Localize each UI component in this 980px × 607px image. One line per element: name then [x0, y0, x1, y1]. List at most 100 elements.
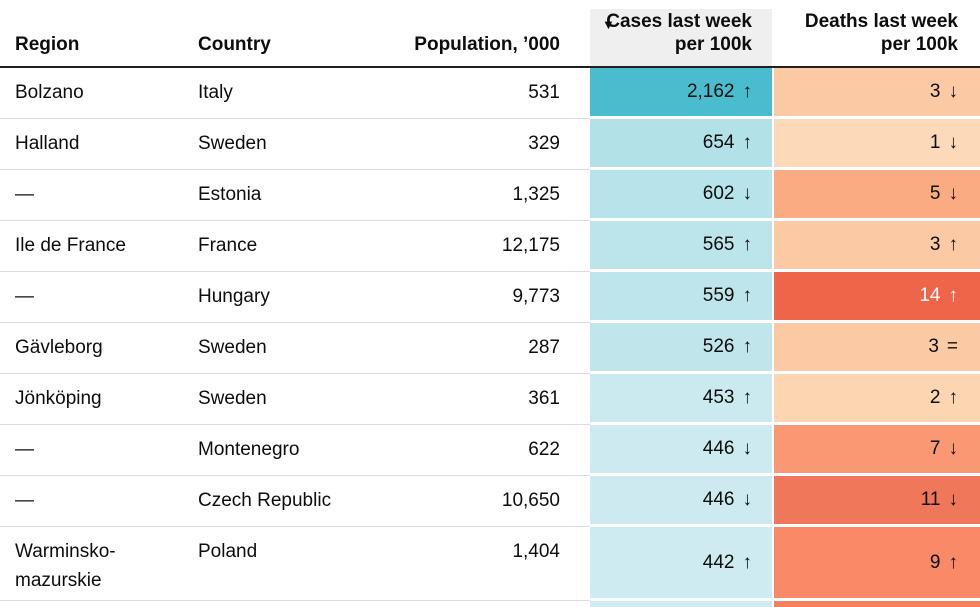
column-header-population-label: Population, ’000	[414, 34, 560, 56]
cases-cell: 2,162 ↑	[590, 68, 772, 119]
deaths-cell: 2 ↑	[772, 374, 980, 425]
region-cell: —	[0, 425, 198, 476]
column-header-deaths[interactable]: Deaths last week per 100k	[772, 0, 980, 66]
cases-value: 2,162	[686, 81, 735, 103]
population-cell: 1,404	[409, 527, 590, 601]
partial-cases-cell	[590, 601, 772, 607]
partial-country-cell	[198, 601, 409, 607]
region-cell: Halland	[0, 119, 198, 170]
cases-cell: 446 ↓	[590, 476, 772, 527]
cases-cell: 446 ↓	[590, 425, 772, 476]
partial-next-row	[0, 601, 980, 607]
deaths-value: 5	[929, 183, 941, 205]
deaths-cell: 3 =	[772, 323, 980, 374]
column-header-region-label: Region	[15, 34, 80, 56]
trend-up-icon: ↑	[742, 551, 753, 573]
country-cell: Italy	[198, 68, 409, 119]
cases-value: 565	[702, 234, 735, 256]
deaths-value: 7	[929, 438, 941, 460]
deaths-cell: 3 ↓	[772, 68, 980, 119]
column-header-country[interactable]: Country	[198, 0, 409, 66]
trend-down-icon: ↓	[742, 489, 753, 511]
country-cell: Sweden	[198, 323, 409, 374]
population-cell: 329	[409, 119, 590, 170]
trend-equal-icon: =	[946, 336, 958, 358]
region-cell: —	[0, 170, 198, 221]
trend-up-icon: ↑	[742, 285, 753, 307]
deaths-value: 14	[919, 285, 941, 307]
table-row: Halland Sweden 329 654 ↑ 1 ↓	[0, 119, 980, 170]
population-cell: 10,650	[409, 476, 590, 527]
column-header-population[interactable]: Population, ’000	[409, 0, 590, 66]
trend-up-icon: ↑	[948, 551, 959, 573]
column-header-cases-label: Cases last week per 100k	[606, 10, 752, 56]
cases-cell: 559 ↑	[590, 272, 772, 323]
cases-value: 526	[702, 336, 735, 358]
deaths-cell: 3 ↑	[772, 221, 980, 272]
cases-cell: 526 ↑	[590, 323, 772, 374]
deaths-cell: 11 ↓	[772, 476, 980, 527]
cases-value: 446	[702, 489, 735, 511]
table-row: — Montenegro 622 446 ↓ 7 ↓	[0, 425, 980, 476]
trend-down-icon: ↓	[948, 132, 959, 154]
trend-down-icon: ↓	[948, 438, 959, 460]
deaths-cell: 14 ↑	[772, 272, 980, 323]
column-header-deaths-label: Deaths last week per 100k	[804, 10, 958, 56]
table-row: — Czech Republic 10,650 446 ↓ 11 ↓	[0, 476, 980, 527]
deaths-value: 11	[920, 489, 941, 511]
deaths-value: 2	[929, 387, 941, 409]
trend-up-icon: ↑	[948, 387, 959, 409]
country-cell: Sweden	[198, 374, 409, 425]
region-cell: Warminsko- mazurskie	[0, 527, 198, 601]
table-row: — Estonia 1,325 602 ↓ 5 ↓	[0, 170, 980, 221]
column-header-cases-sorted[interactable]: ▼ Cases last week per 100k	[590, 9, 772, 66]
country-cell: Estonia	[198, 170, 409, 221]
partial-region-cell	[0, 601, 198, 607]
deaths-cell: 5 ↓	[772, 170, 980, 221]
region-cell: Bolzano	[0, 68, 198, 119]
deaths-value: 3	[928, 336, 939, 358]
column-header-country-label: Country	[198, 34, 271, 56]
deaths-value: 3	[929, 234, 941, 256]
table-row: Gävleborg Sweden 287 526 ↑ 3 =	[0, 323, 980, 374]
population-cell: 287	[409, 323, 590, 374]
trend-down-icon: ↓	[948, 183, 959, 205]
deaths-cell: 1 ↓	[772, 119, 980, 170]
cases-value: 602	[702, 183, 735, 205]
sort-descending-icon: ▼	[602, 17, 615, 32]
deaths-cell: 9 ↑	[772, 527, 980, 601]
deaths-cell: 7 ↓	[772, 425, 980, 476]
population-cell: 622	[409, 425, 590, 476]
region-cell: —	[0, 272, 198, 323]
trend-up-icon: ↑	[742, 132, 753, 154]
table-body: Bolzano Italy 531 2,162 ↑ 3 ↓ Halland Sw…	[0, 68, 980, 601]
trend-up-icon: ↑	[742, 387, 753, 409]
region-cell: Jönköping	[0, 374, 198, 425]
table-row: Jönköping Sweden 361 453 ↑ 2 ↑	[0, 374, 980, 425]
cases-cell: 602 ↓	[590, 170, 772, 221]
cases-value: 442	[702, 551, 735, 573]
cases-cell: 654 ↑	[590, 119, 772, 170]
population-cell: 1,325	[409, 170, 590, 221]
country-cell: Hungary	[198, 272, 409, 323]
population-cell: 531	[409, 68, 590, 119]
trend-down-icon: ↓	[948, 489, 959, 511]
trend-down-icon: ↓	[742, 438, 753, 460]
population-cell: 9,773	[409, 272, 590, 323]
column-header-region[interactable]: Region	[0, 0, 198, 66]
population-cell: 12,175	[409, 221, 590, 272]
region-cell: Ile de France	[0, 221, 198, 272]
country-cell: France	[198, 221, 409, 272]
population-cell: 361	[409, 374, 590, 425]
partial-deaths-cell	[772, 601, 980, 607]
trend-down-icon: ↓	[948, 81, 959, 103]
cases-value: 654	[702, 132, 735, 154]
deaths-value: 9	[929, 551, 941, 573]
country-cell: Poland	[198, 527, 409, 601]
cases-value: 453	[702, 387, 735, 409]
deaths-value: 1	[929, 132, 941, 154]
cases-value: 446	[702, 438, 735, 460]
trend-up-icon: ↑	[742, 234, 753, 256]
trend-down-icon: ↓	[742, 183, 753, 205]
trend-up-icon: ↑	[742, 81, 753, 103]
